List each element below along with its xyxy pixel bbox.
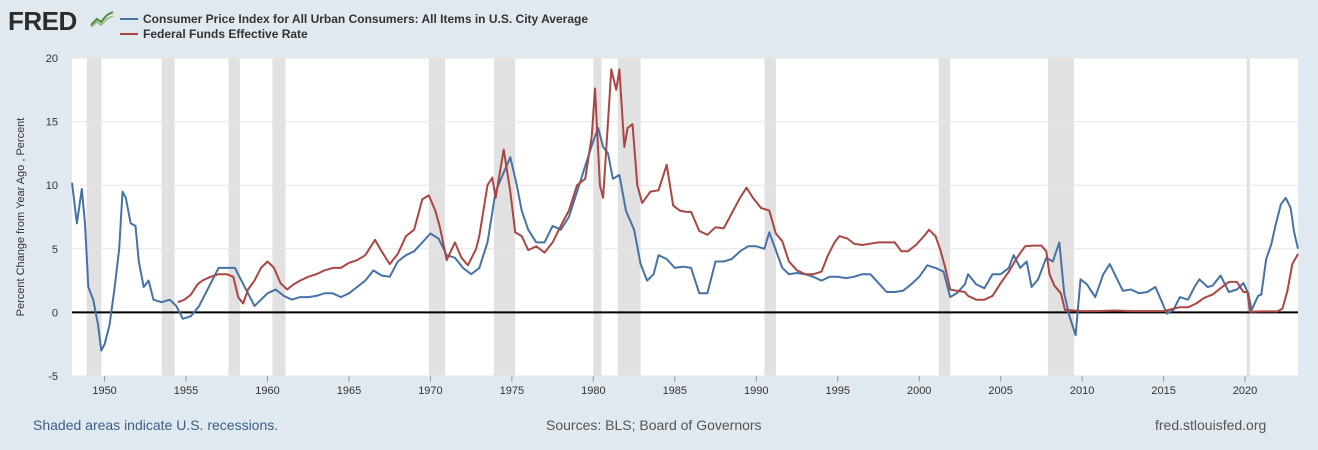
x-tick-label-4: 1970 (418, 385, 442, 397)
recession-band-0 (86, 58, 102, 376)
x-tick-label-2: 1960 (255, 385, 279, 397)
x-tick-label-14: 2020 (1233, 385, 1257, 397)
x-tick-label-7: 1985 (663, 385, 687, 397)
recession-band-9 (938, 58, 951, 376)
x-tick-label-9: 1995 (825, 385, 849, 397)
sources-note: Sources: BLS; Board of Governors (546, 417, 762, 433)
x-tick-label-1: 1955 (174, 385, 198, 397)
site-credit[interactable]: fred.stlouisfed.org (1155, 417, 1267, 433)
y-tick-label-1: 0 (52, 307, 58, 319)
y-tick-label-0: -5 (48, 371, 58, 383)
recession-band-2 (228, 58, 240, 376)
y-tick-label-5: 20 (46, 53, 58, 65)
x-tick-label-0: 1950 (92, 385, 116, 397)
recession-band-3 (272, 58, 286, 376)
fedfunds-series-line (177, 68, 1299, 313)
recession-note: Shaded areas indicate U.S. recessions. (33, 417, 279, 433)
x-tick-label-5: 1975 (500, 385, 524, 397)
gridlines (72, 57, 1298, 377)
y-tick-label-2: 5 (52, 244, 58, 256)
legend-item-cpi[interactable]: Consumer Price Index for All Urban Consu… (120, 12, 588, 26)
plot-area (72, 58, 1298, 376)
legend-swatch-cpi (120, 18, 138, 20)
y-tick-label-3: 10 (46, 180, 58, 192)
legend-item-fedfunds[interactable]: Federal Funds Effective Rate (120, 27, 308, 41)
series-lines (71, 68, 1299, 352)
legend-swatch-fedfunds (120, 33, 138, 35)
recession-band-6 (593, 58, 602, 376)
x-tick-label-8: 1990 (744, 385, 768, 397)
x-tick-label-11: 2005 (988, 385, 1012, 397)
fred-logo-chart-icon (90, 10, 114, 28)
x-axis-ticks: 1950 1955 1960 1965 1970 1975 1980 1985 1990 1995… (92, 376, 1257, 397)
x-tick-label-3: 1965 (337, 385, 361, 397)
x-tick-label-10: 2000 (907, 385, 931, 397)
legend-label-cpi: Consumer Price Index for All Urban Consu… (143, 12, 588, 26)
y-axis-label: Percent Change from Year Ago , Percent (15, 118, 27, 317)
legend-label-fedfunds: Federal Funds Effective Rate (143, 27, 308, 41)
x-tick-label-6: 1980 (581, 385, 605, 397)
y-axis-ticks: -5 0 5 10 15 20 (46, 53, 58, 383)
cpi-series-line (71, 127, 1299, 352)
recession-band-10 (1047, 58, 1074, 376)
fred-logo: FRED (8, 6, 77, 36)
y-tick-label-4: 15 (46, 117, 58, 129)
recession-band-1 (161, 58, 175, 376)
x-tick-label-13: 2015 (1151, 385, 1175, 397)
recession-band-11 (1246, 58, 1250, 376)
recession-band-5 (493, 58, 516, 376)
x-tick-label-12: 2010 (1070, 385, 1094, 397)
